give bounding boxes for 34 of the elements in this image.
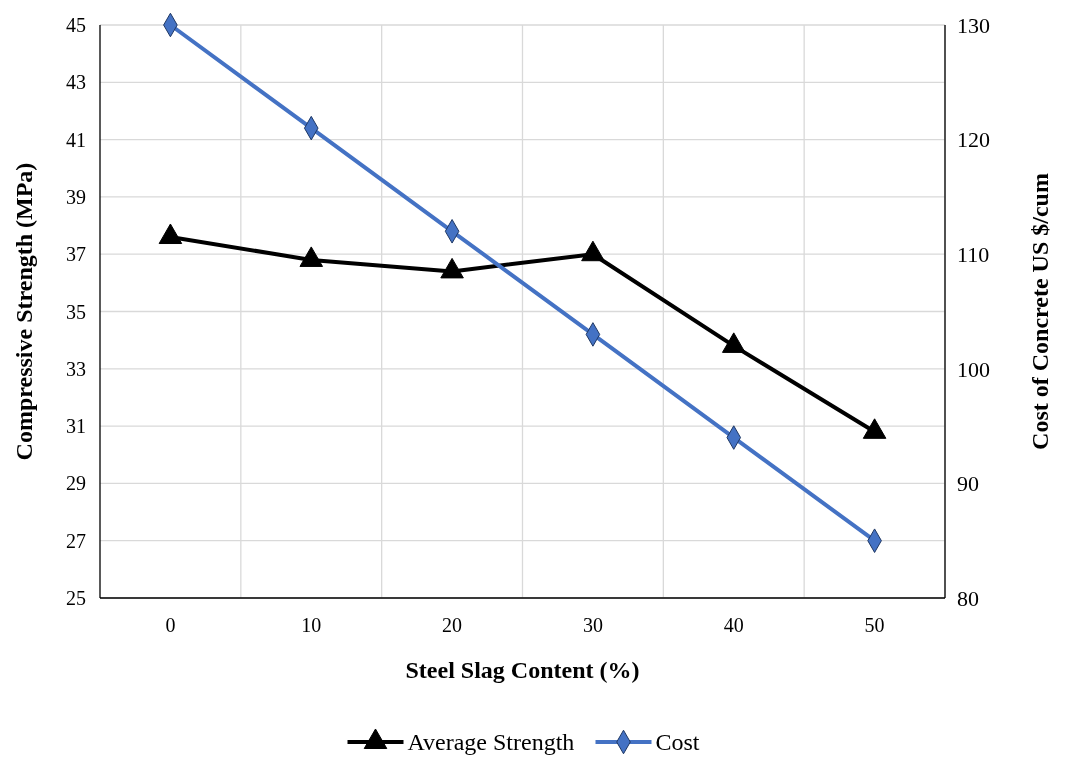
y-tick-label: 39 [66,185,86,208]
y2-tick-label: 80 [957,585,979,611]
y-tick-label: 37 [66,243,86,266]
y-tick-label: 27 [66,529,86,552]
point [721,332,746,353]
y2-tick-label: 120 [957,127,990,153]
y2-axis-title: Cost of Concrete US $/cum [1027,173,1053,450]
x-tick-label: 10 [301,614,322,636]
x-tick-label: 0 [165,614,176,636]
y2-tick-label: 110 [957,241,990,267]
y-tick-label: 29 [66,472,86,495]
x-tick-label: 50 [864,614,885,636]
point [158,223,183,245]
y2-tick-label: 130 [957,12,990,38]
x-tick-label: 30 [582,614,603,636]
x-axis-title: Steel Slag Content (%) [405,657,640,683]
y-tick-label: 33 [66,357,86,380]
point [862,418,887,439]
y-tick-label: 35 [66,300,86,323]
y-tick-label: 45 [66,14,86,36]
y-axis-title: Compressive Strength (MPa) [11,162,37,461]
x-tick-label: 40 [723,614,744,636]
legend-label: Average Strength [407,729,575,756]
y-tick-label: 25 [66,587,86,609]
y-tick-label: 41 [66,128,86,151]
y-tick-label: 31 [66,415,86,438]
x-tick-label: 20 [442,614,463,636]
y-tick-label: 43 [66,71,86,94]
y2-tick-label: 90 [957,471,979,497]
point [299,246,324,267]
legend-label: Cost [655,729,700,756]
point [440,257,464,279]
y2-tick-label: 100 [957,356,990,382]
point [581,240,605,262]
